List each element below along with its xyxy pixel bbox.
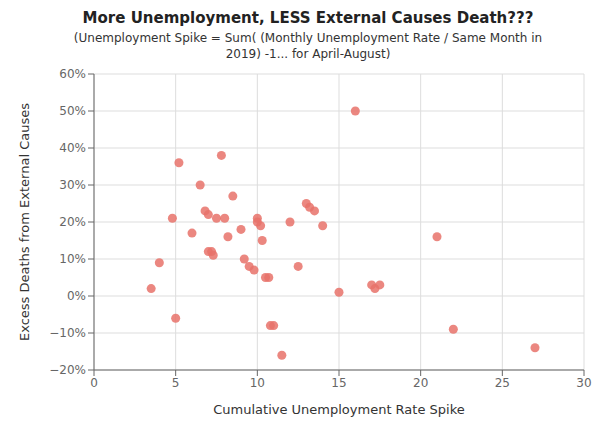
svg-text:Cumulative Unemployment Rate S: Cumulative Unemployment Rate Spike <box>213 402 465 417</box>
svg-text:30: 30 <box>576 376 591 390</box>
svg-text:−10%: −10% <box>49 326 86 340</box>
svg-text:−20%: −20% <box>49 363 86 377</box>
svg-text:25: 25 <box>495 376 510 390</box>
html-text:(Unemployment Spike = Sum( (Mo: (Unemployment Spike = Sum( (Monthly Unem… <box>73 31 543 61</box>
svg-text:50%: 50% <box>59 104 86 118</box>
svg-text:5: 5 <box>172 376 180 390</box>
svg-text:40%: 40% <box>59 141 86 155</box>
svg-text:30%: 30% <box>59 178 86 192</box>
svg-text:60%: 60% <box>59 67 86 81</box>
svg-text:Excess Deaths from External Ca: Excess Deaths from External Causes <box>17 103 32 341</box>
svg-text:15: 15 <box>331 376 346 390</box>
svg-text:0: 0 <box>90 376 98 390</box>
svg-text:20%: 20% <box>59 215 86 229</box>
svg-text:0%: 0% <box>67 289 86 303</box>
svg-text:10: 10 <box>250 376 265 390</box>
html-text:More Unemployment, LESS Extern: More Unemployment, LESS External Causes … <box>82 9 534 27</box>
svg-text:10%: 10% <box>59 252 86 266</box>
svg-text:20: 20 <box>413 376 428 390</box>
